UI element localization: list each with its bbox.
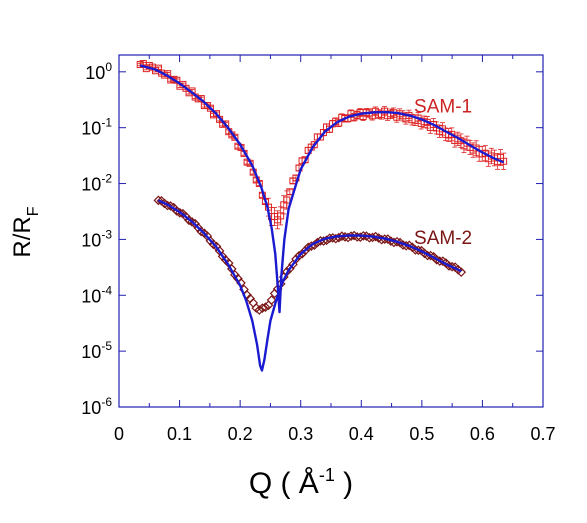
y-tick-base: 10 [81,342,101,362]
x-tick-label: 0.3 [288,424,313,444]
y-tick-label: 10-5 [81,339,112,362]
y-tick-label: 10-1 [81,116,112,139]
y-tick-exp: -3 [101,227,112,241]
fit-line-sam-2 [157,199,462,372]
data-point-square [283,196,291,204]
y-tick-exp: -4 [101,283,112,297]
x-tick-label: 0.7 [530,424,555,444]
y-tick-label: 10-3 [81,227,112,250]
x-tick-label: 0 [114,424,124,444]
y-axis-label-main: R/R [9,216,36,257]
data-point-diamond [153,195,164,206]
y-tick-base: 10 [81,286,101,306]
x-tick-label: 0.4 [349,424,374,444]
series-sam-1-points [136,60,508,230]
y-tick-base: 10 [81,175,101,195]
y-axis-label-text: R/RF [9,206,42,257]
data-point-diamond [306,241,317,251]
x-tick-label: 0.2 [228,424,253,444]
y-tick-label: 10-2 [81,172,112,195]
data-point-diamond [266,295,277,305]
y-tick-exp: 0 [105,60,112,74]
data-point-square [222,120,230,128]
y-tick-base: 10 [85,63,105,83]
plot-frame [118,54,544,408]
x-tick-label: 0.5 [409,424,434,444]
data-point-diamond [370,231,381,242]
x-axis-label-main: Q ( Å [249,467,319,500]
data-point-square [231,133,239,141]
data-point-square [310,141,318,149]
data-point-diamond [260,302,271,313]
x-tick-label: 0.6 [470,424,495,444]
y-tick-exp: -6 [101,395,112,409]
y-tick-exp: -5 [101,339,112,353]
annotations: SAM-1 SAM-2 [414,96,472,249]
y-tick-exp: -2 [101,172,112,186]
y-tick-base: 10 [81,398,101,418]
x-axis-label: Q ( Å-1 ) [249,465,353,500]
x-axis-label-close: ) [335,467,353,500]
y-tick-label: 10-4 [81,283,112,306]
x-tick-label: 0.1 [167,424,192,444]
data-point-diamond [254,305,265,315]
y-tick-exp: -1 [101,116,112,130]
y-tick-label: 100 [85,60,112,83]
y-tick-base: 10 [81,119,101,139]
data-point-diamond [257,303,268,313]
axis-ticks: 0 0.1 0.2 0.3 0.4 0.5 0.6 0.710010-110-210-310-… [81,55,556,444]
data-point-square [277,212,285,220]
label-sam-2: SAM-2 [414,228,472,249]
y-axis-label-sub: F [25,206,42,216]
x-axis-label-sup: -1 [319,465,335,485]
data-point-square [206,104,214,112]
data-point-diamond [297,248,308,259]
y-tick-label: 10-6 [81,395,112,418]
y-axis-label: R/RF [9,206,42,257]
series-sam-2-points [153,195,467,315]
fit-line-sam-1 [139,64,505,314]
y-tick-base: 10 [81,230,101,250]
label-sam-1: SAM-1 [414,96,472,117]
plot-layer [136,60,508,372]
